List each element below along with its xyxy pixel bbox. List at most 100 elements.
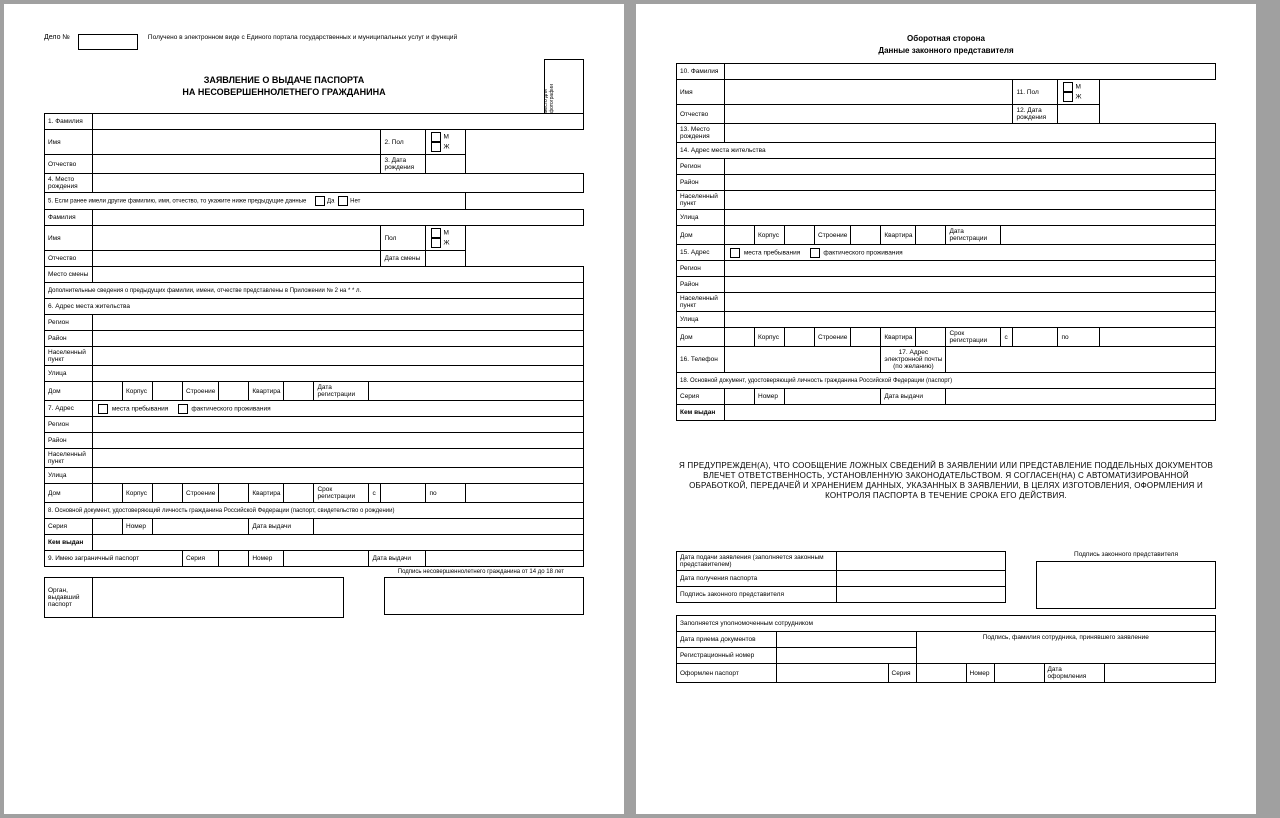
district2-input[interactable] bbox=[93, 433, 584, 449]
locality2-input[interactable] bbox=[93, 449, 584, 468]
rep-flat2-input[interactable] bbox=[916, 328, 946, 347]
rep-district-input[interactable] bbox=[725, 175, 1216, 191]
building-input[interactable] bbox=[219, 382, 249, 401]
issuedate-input[interactable] bbox=[314, 519, 584, 535]
rep-locality2-input[interactable] bbox=[725, 293, 1216, 312]
issuer-input[interactable] bbox=[93, 535, 584, 551]
yes-checkbox[interactable] bbox=[315, 196, 325, 206]
rep-series-input[interactable] bbox=[725, 389, 755, 405]
change-date-input[interactable] bbox=[426, 251, 466, 267]
flat2-input[interactable] bbox=[284, 484, 314, 503]
email-input[interactable] bbox=[946, 347, 1216, 373]
change-place-input[interactable] bbox=[93, 267, 584, 283]
district-input[interactable] bbox=[93, 331, 584, 347]
building2-input[interactable] bbox=[219, 484, 249, 503]
rep-patr-label: Отчество bbox=[677, 105, 725, 124]
organ-input[interactable] bbox=[93, 578, 344, 618]
locality-input[interactable] bbox=[93, 347, 584, 366]
rep-house2-input[interactable] bbox=[725, 328, 755, 347]
receive-date-input[interactable] bbox=[837, 571, 1006, 587]
rep-to-input[interactable] bbox=[1100, 328, 1216, 347]
prev-surname-input[interactable] bbox=[93, 210, 584, 226]
rep-sig-block: Подпись законного представителя bbox=[1036, 551, 1216, 609]
sex-m: М bbox=[443, 134, 448, 141]
rep-sex-checkboxes[interactable]: М Ж bbox=[1058, 80, 1100, 105]
region-label: Регион bbox=[45, 315, 93, 331]
name-input[interactable] bbox=[93, 130, 381, 155]
issued-series-input[interactable] bbox=[916, 664, 966, 683]
sex-f: Ж bbox=[443, 144, 449, 151]
fp-series-input[interactable] bbox=[219, 551, 249, 567]
street-input[interactable] bbox=[93, 366, 584, 382]
staff-sig-label: Подпись, фамилия сотрудника, принявшего … bbox=[916, 632, 1216, 664]
issued-number-input[interactable] bbox=[994, 664, 1044, 683]
rep-issuer-input[interactable] bbox=[725, 405, 1216, 421]
district2-label: Район bbox=[45, 433, 93, 449]
rep-locality-input[interactable] bbox=[725, 191, 1216, 210]
rep-region-input[interactable] bbox=[725, 159, 1216, 175]
patronymic-input[interactable] bbox=[93, 155, 381, 174]
fp-date-input[interactable] bbox=[426, 551, 584, 567]
rep-building2-input[interactable] bbox=[851, 328, 881, 347]
rep-flat-input[interactable] bbox=[916, 226, 946, 245]
rep-from-input[interactable] bbox=[1013, 328, 1058, 347]
house-input[interactable] bbox=[93, 382, 123, 401]
region2-input[interactable] bbox=[93, 417, 584, 433]
to-input[interactable] bbox=[466, 484, 584, 503]
rep-surname-label: 10. Фамилия bbox=[677, 64, 725, 80]
korpus2-input[interactable] bbox=[153, 484, 183, 503]
from-input[interactable] bbox=[381, 484, 426, 503]
surname-input[interactable] bbox=[93, 114, 584, 130]
rep-building-label: Строение bbox=[815, 226, 851, 245]
rep-district2-input[interactable] bbox=[725, 277, 1216, 293]
q7-checkboxes[interactable]: места пребывания фактического проживания bbox=[93, 401, 584, 417]
series-input[interactable] bbox=[93, 519, 123, 535]
rep-korpus2-input[interactable] bbox=[785, 328, 815, 347]
rep-sig-box[interactable] bbox=[1036, 561, 1216, 609]
rep-house-input[interactable] bbox=[725, 226, 755, 245]
house2-input[interactable] bbox=[93, 484, 123, 503]
rep-region2-input[interactable] bbox=[725, 261, 1216, 277]
rep-name-input[interactable] bbox=[725, 80, 1013, 105]
sex-checkboxes[interactable]: М Ж bbox=[426, 130, 466, 155]
issued-input[interactable] bbox=[777, 664, 889, 683]
rep-building-input[interactable] bbox=[851, 226, 881, 245]
rep-surname-input[interactable] bbox=[725, 64, 1216, 80]
q15-checkboxes[interactable]: места пребывания фактического проживания bbox=[725, 245, 1216, 261]
rep-issuedate-input[interactable] bbox=[946, 389, 1216, 405]
rep-street2-input[interactable] bbox=[725, 312, 1216, 328]
prev-sex-checkboxes[interactable]: М Ж bbox=[426, 226, 466, 251]
rep-regdate-input[interactable] bbox=[1001, 226, 1216, 245]
birthplace-input[interactable] bbox=[93, 174, 584, 193]
prev-surname-label: Фамилия bbox=[45, 210, 93, 226]
rep-number-input[interactable] bbox=[785, 389, 881, 405]
phone-input[interactable] bbox=[725, 347, 881, 373]
rep-sig2-input[interactable] bbox=[837, 587, 1006, 603]
locality2-label: Населенный пункт bbox=[45, 449, 93, 468]
prev-patr-input[interactable] bbox=[93, 251, 381, 267]
region-input[interactable] bbox=[93, 315, 584, 331]
delo-input[interactable] bbox=[78, 34, 138, 50]
prev-name-input[interactable] bbox=[93, 226, 381, 251]
rep-birthplace-input[interactable] bbox=[725, 124, 1216, 143]
accept-date-input[interactable] bbox=[777, 632, 917, 648]
change-place-label: Место смены bbox=[45, 267, 93, 283]
rep-patr-input[interactable] bbox=[725, 105, 1013, 124]
issued-date-input[interactable] bbox=[1104, 664, 1216, 683]
korpus-input[interactable] bbox=[153, 382, 183, 401]
prev-patr-label: Отчество bbox=[45, 251, 93, 267]
signature-box[interactable] bbox=[384, 577, 584, 615]
building-label: Строение bbox=[183, 382, 219, 401]
fp-number-input[interactable] bbox=[284, 551, 369, 567]
flat-input[interactable] bbox=[284, 382, 314, 401]
rep-korpus-input[interactable] bbox=[785, 226, 815, 245]
rep-street-input[interactable] bbox=[725, 210, 1216, 226]
rep-dob-input[interactable] bbox=[1058, 105, 1100, 124]
street2-input[interactable] bbox=[93, 468, 584, 484]
regdate-input[interactable] bbox=[369, 382, 584, 401]
submit-date-input[interactable] bbox=[837, 552, 1006, 571]
dob-input[interactable] bbox=[426, 155, 466, 174]
no-checkbox[interactable] bbox=[338, 196, 348, 206]
regnum-input[interactable] bbox=[777, 648, 917, 664]
number-input[interactable] bbox=[153, 519, 249, 535]
